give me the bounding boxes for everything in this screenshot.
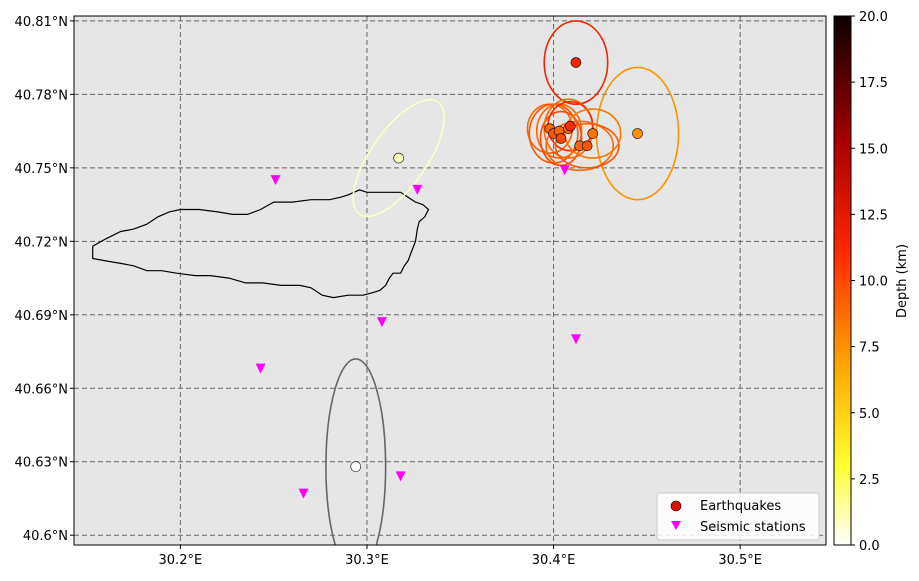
earthquake-point xyxy=(350,461,362,472)
legend: Earthquakes Seismic stations xyxy=(656,492,820,541)
station-point xyxy=(376,317,387,328)
colorbar-tick-label: 20.0 xyxy=(859,10,888,25)
station-point xyxy=(559,165,570,176)
x-tick-label: 30.2°E xyxy=(159,553,203,568)
colorbar-tick-label: 10.0 xyxy=(859,275,888,290)
legend-earthquake-label: Earthquakes xyxy=(700,499,781,514)
earthquake-point xyxy=(570,57,582,68)
x-axis-ticks: 30.2°E 30.3°E 30.4°E 30.5°E xyxy=(159,545,762,568)
error-ellipse xyxy=(325,358,387,545)
y-tick-label: 40.63°N xyxy=(15,456,68,471)
earthquake-point xyxy=(565,120,576,132)
legend-box xyxy=(656,492,820,541)
station-point xyxy=(412,184,423,195)
x-tick-label: 30.3°E xyxy=(345,553,389,568)
earthquake-point xyxy=(393,152,404,164)
y-axis-ticks: 40.6°N 40.63°N 40.66°N 40.69°N 40.72°N 40.75°… xyxy=(15,15,74,544)
earthquake-point xyxy=(632,128,643,139)
colorbar-tick-label: 2.5 xyxy=(859,473,880,488)
coastline-outline xyxy=(92,189,430,299)
error-ellipse xyxy=(554,122,620,169)
y-tick-label: 40.81°N xyxy=(15,15,68,30)
y-tick-label: 40.72°N xyxy=(15,235,68,250)
colorbar-tick-label: 12.5 xyxy=(859,208,888,223)
earthquake-markers xyxy=(350,57,643,472)
error-ellipse xyxy=(352,98,446,218)
colorbar-ticks: 0.0 2.5 5.0 7.5 10.0 12.5 15.0 17.5 20.0 xyxy=(851,10,888,554)
colorbar-tick-label: 0.0 xyxy=(859,539,880,554)
colorbar-tick-label: 15.0 xyxy=(859,142,888,157)
y-tick-label: 40.75°N xyxy=(15,162,68,177)
plot-frame xyxy=(73,15,827,546)
y-tick-label: 40.6°N xyxy=(23,529,68,544)
earthquake-point xyxy=(587,128,599,139)
seismic-station-markers xyxy=(255,165,581,499)
earthquake-point xyxy=(555,133,567,144)
colorbar-gradient xyxy=(833,15,852,546)
colorbar-label: Depth (km) xyxy=(895,244,910,318)
legend-station-label: Seismic stations xyxy=(700,520,806,535)
error-ellipse xyxy=(545,120,615,172)
earthquake-point xyxy=(581,140,593,152)
station-point xyxy=(255,363,266,374)
legend-station-icon xyxy=(671,521,681,530)
colorbar-tick-label: 5.0 xyxy=(859,407,880,422)
error-ellipse xyxy=(563,108,622,159)
y-tick-label: 40.69°N xyxy=(15,309,68,324)
colorbar-tick-label: 7.5 xyxy=(859,341,880,356)
station-point xyxy=(395,471,406,482)
colorbar: 0.0 2.5 5.0 7.5 10.0 12.5 15.0 17.5 20.0 Depth (… xyxy=(833,10,910,554)
y-tick-label: 40.66°N xyxy=(15,382,68,397)
legend-earthquake-icon xyxy=(670,500,682,512)
y-tick-label: 40.78°N xyxy=(15,88,68,103)
x-tick-label: 30.5°E xyxy=(718,553,762,568)
plot-background xyxy=(74,16,826,545)
station-point xyxy=(298,488,309,499)
error-ellipse xyxy=(543,20,609,105)
coastline-path xyxy=(92,189,430,299)
x-tick-label: 30.4°E xyxy=(532,553,576,568)
station-point xyxy=(270,175,281,186)
station-point xyxy=(570,334,581,345)
colorbar-tick-label: 17.5 xyxy=(859,76,888,91)
